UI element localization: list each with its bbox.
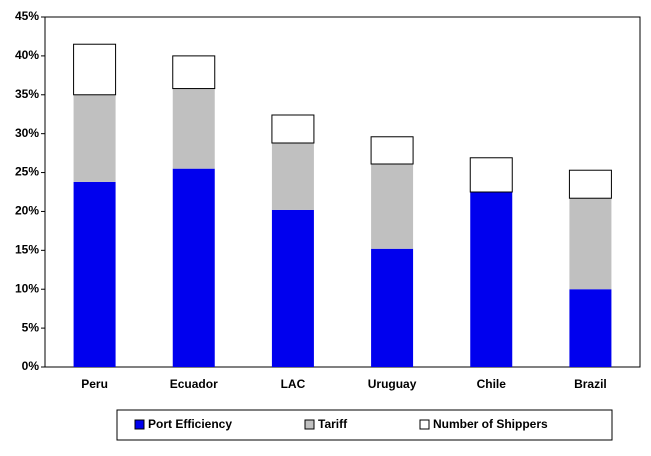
y-tick-label: 40% bbox=[15, 48, 39, 62]
x-tick-label: Peru bbox=[81, 377, 108, 391]
y-tick-label: 35% bbox=[15, 87, 39, 101]
legend-box bbox=[116, 409, 613, 441]
bar-segment bbox=[271, 143, 314, 210]
bar-segment bbox=[172, 88, 215, 169]
y-tick-label: 0% bbox=[22, 359, 40, 373]
x-tick-label: Ecuador bbox=[170, 377, 218, 391]
bar-segment bbox=[73, 43, 117, 96]
y-tick-label: 30% bbox=[15, 126, 39, 140]
bar-segment bbox=[371, 248, 414, 367]
legend-label: Port Efficiency bbox=[148, 417, 232, 431]
bar-segment bbox=[569, 198, 612, 290]
bar-segment bbox=[172, 55, 216, 90]
bar-segment bbox=[271, 209, 314, 367]
x-tick-label: Brazil bbox=[574, 377, 607, 391]
bar-segment bbox=[371, 164, 414, 249]
bar-segment bbox=[370, 136, 414, 165]
bar-segment bbox=[73, 94, 116, 182]
bar-segment bbox=[172, 168, 215, 367]
y-tick-label: 45% bbox=[15, 9, 39, 23]
bar-segment bbox=[271, 114, 315, 144]
bar-segment bbox=[470, 192, 513, 367]
y-tick-label: 20% bbox=[15, 204, 39, 218]
y-tick-label: 25% bbox=[15, 165, 39, 179]
legend-swatch bbox=[134, 419, 145, 430]
bar-segment bbox=[569, 289, 612, 367]
x-tick-label: Chile bbox=[477, 377, 507, 391]
bar-segment bbox=[73, 181, 116, 367]
legend-swatch bbox=[304, 419, 315, 430]
legend-label: Tariff bbox=[318, 417, 348, 431]
y-tick-label: 5% bbox=[22, 320, 40, 334]
legend-label: Number of Shippers bbox=[433, 417, 548, 431]
x-tick-label: LAC bbox=[281, 377, 306, 391]
bar-segment bbox=[469, 157, 513, 193]
y-tick-label: 10% bbox=[15, 281, 39, 295]
plot-area bbox=[44, 16, 641, 368]
x-tick-label: Uruguay bbox=[368, 377, 417, 391]
y-tick-label: 15% bbox=[15, 243, 39, 257]
bar-segment bbox=[568, 169, 612, 199]
legend-swatch bbox=[419, 419, 430, 430]
